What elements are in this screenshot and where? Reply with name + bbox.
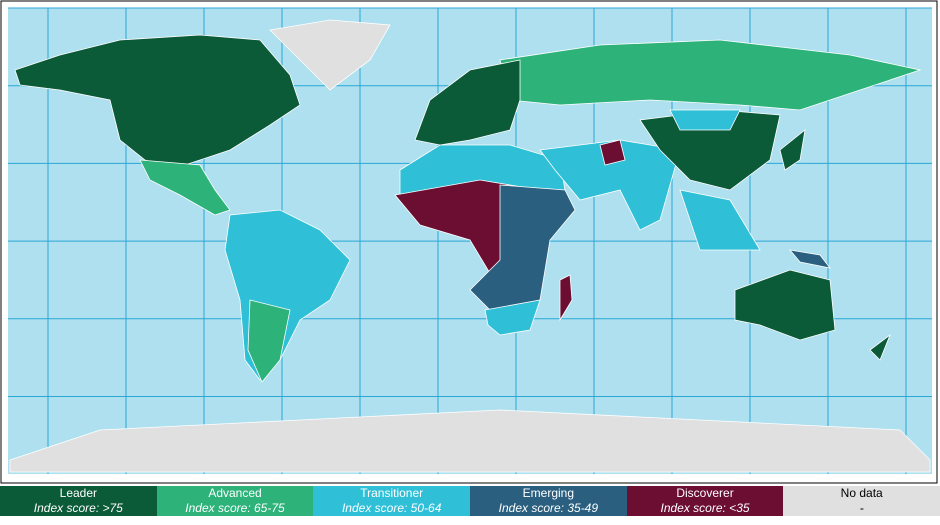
legend-range: - — [859, 501, 864, 515]
north-america — [14, 34, 301, 171]
legend-item: Transitioner Index score: 50-64 — [313, 486, 471, 516]
new-zealand — [869, 333, 891, 361]
afghanistan — [599, 139, 626, 166]
australia — [734, 269, 836, 341]
legend-item: Discoverer Index score: <35 — [626, 486, 784, 516]
papua — [789, 249, 831, 269]
russia — [499, 39, 922, 111]
south-asia — [539, 139, 681, 231]
legend-name: Transitioner — [360, 486, 424, 500]
legend-name: Emerging — [522, 486, 575, 500]
legend-range: Index score: 65-75 — [185, 501, 285, 515]
legend-item: Emerging Index score: 35-49 — [470, 486, 627, 516]
regions — [9, 19, 931, 473]
legend-range: Index score: <35 — [660, 501, 750, 515]
southeast-asia — [679, 189, 761, 251]
southern-cone — [247, 299, 291, 383]
legend: Leader Index score: >75 Advanced Index scor… — [0, 486, 940, 516]
southern-africa — [484, 299, 541, 336]
antarctica — [9, 409, 931, 473]
madagascar — [559, 274, 573, 322]
europe — [414, 59, 521, 146]
legend-name: Advanced — [208, 486, 262, 500]
legend-name: No data — [840, 486, 883, 500]
legend-range: Index score: 50-64 — [341, 501, 442, 515]
legend-name: Discoverer — [676, 486, 734, 500]
greenland — [269, 19, 391, 91]
legend-range: Index score: 35-49 — [498, 501, 599, 515]
legend-name: Leader — [59, 486, 98, 500]
legend-item: Leader Index score: >75 — [0, 486, 157, 516]
legend-item: Advanced Index score: 65-75 — [156, 486, 314, 516]
mongolia — [669, 109, 741, 131]
japan — [779, 129, 806, 171]
legend-item: No data - — [783, 486, 940, 516]
legend-range: Index score: >75 — [33, 501, 123, 515]
world-map — [0, 0, 938, 484]
central-america — [139, 159, 231, 216]
